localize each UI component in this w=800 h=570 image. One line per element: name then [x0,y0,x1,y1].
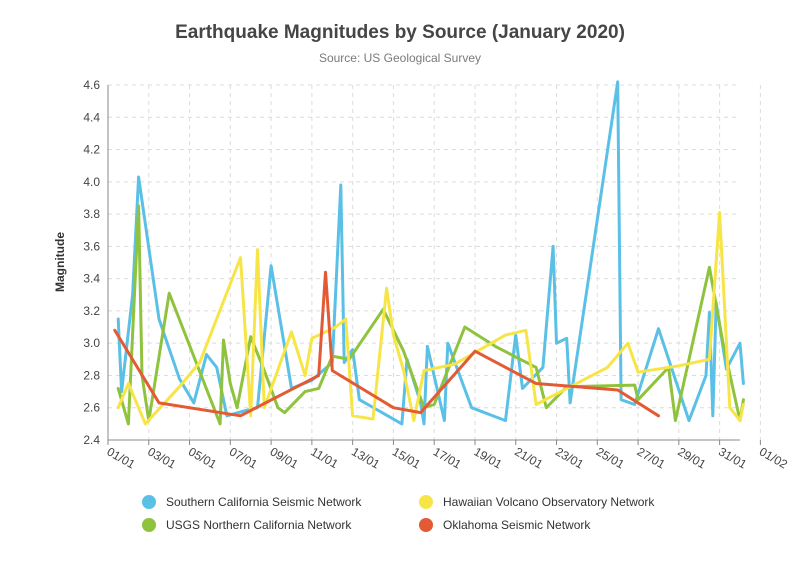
x-tick-label: 01/02 [757,444,790,471]
series-line-southern-california-seismic-network [116,80,745,426]
y-axis-title: Magnitude [53,232,67,292]
x-tick-label: 17/01 [431,444,464,471]
y-tick-label: 4.4 [83,110,100,124]
y-tick-label: 4.0 [83,175,100,189]
y-tick-label: 3.6 [83,239,100,253]
legend-swatch [142,518,156,532]
y-tick-label: 4.2 [83,143,100,157]
x-tick-label: 29/01 [675,444,708,471]
chart-title: Earthquake Magnitudes by Source (January… [175,22,625,43]
x-tick-label: 05/01 [186,444,219,471]
legend-item-hawaiian-volcano-observatory-network[interactable]: Hawaiian Volcano Observatory Network [419,495,654,509]
x-tick-label: 21/01 [512,444,545,471]
x-tick-label: 09/01 [268,444,301,471]
y-tick-label: 4.6 [83,78,100,92]
series-line-oklahoma-seismic-network [113,270,660,418]
x-tick-label: 15/01 [390,444,423,471]
chart-subtitle: Source: US Geological Survey [318,51,482,65]
x-tick-label: 11/01 [308,444,341,471]
legend-label: Oklahoma Seismic Network [443,518,591,532]
legend-label: Hawaiian Volcano Observatory Network [443,495,655,509]
x-tick-label: 23/01 [553,444,586,471]
y-tick-label: 2.4 [83,433,100,447]
y-tick-label: 3.2 [83,304,100,318]
legend-item-oklahoma-seismic-network[interactable]: Oklahoma Seismic Network [419,518,590,532]
y-tick-label: 2.6 [83,401,100,415]
x-tick-label: 31/01 [716,444,749,471]
x-tick-label: 01/01 [105,444,138,471]
series-line-hawaiian-volcano-observatory-network [116,211,745,426]
legend-swatch [419,518,433,532]
legend-label: USGS Northern California Network [166,518,352,532]
x-tick-label: 27/01 [635,444,668,471]
x-tick-label: 07/01 [227,444,260,471]
series-line-usgs-northern-california-network [116,204,745,426]
plot-area: Magnitude 2.4 2.6 2.8 3.0 3.2 3.4 3.6 3.8 4.0 4.2… [53,78,790,472]
x-tick-label: 19/01 [471,444,504,471]
legend-swatch [142,495,156,509]
x-tick-label: 13/01 [349,444,382,471]
legend-item-southern-california-seismic-network[interactable]: Southern California Seismic Network [142,495,361,509]
x-tick-label: 25/01 [594,444,627,471]
y-tick-label: 3.8 [83,207,100,221]
legend-label: Southern California Seismic Network [166,495,362,509]
y-tick-label: 2.8 [83,368,100,382]
y-tick-label: 3.4 [83,272,100,286]
legend-swatch [419,495,433,509]
x-tick-label: 03/01 [145,444,178,471]
legend-item-usgs-northern-california-network[interactable]: USGS Northern California Network [142,518,351,532]
y-tick-label: 3.0 [83,336,100,350]
